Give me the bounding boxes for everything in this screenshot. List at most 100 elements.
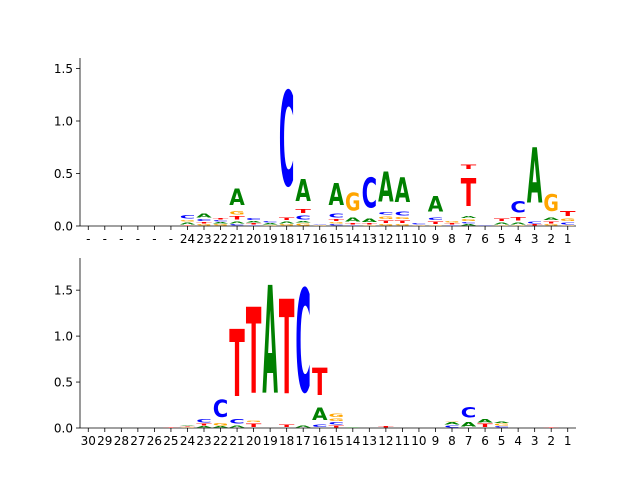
logo-panel-top: 0.00.51.01.5- - - - - -24 23 22 21 20 19 18 17 16 15 14… (54, 58, 576, 246)
x-tick-label: 10 (411, 232, 426, 246)
logo-letter-t: T (461, 172, 477, 216)
logo-letter-c: C (295, 215, 311, 221)
x-tick-label: 28 (114, 434, 129, 448)
logo-letter-t: T (543, 427, 559, 428)
x-tick-label: 23 (196, 434, 211, 448)
logo-letter-g: G (461, 219, 477, 222)
logo-letter-g: G (295, 223, 311, 226)
x-tick-label: 20 (246, 232, 261, 246)
x-tick-label: 24 (180, 434, 195, 448)
logo-letter-a: A (246, 221, 262, 223)
logo-letter-a: A (345, 427, 361, 428)
logo-letter-c: C (196, 219, 212, 222)
logo-letter-g: G (494, 225, 510, 226)
x-tick-label: 24 (180, 232, 195, 246)
x-tick-label: 18 (279, 232, 294, 246)
logo-letter-a: A (262, 255, 278, 427)
logo-letter-a: A (494, 422, 510, 424)
logo-letter-g: G (362, 225, 378, 226)
x-tick-label: 6 (481, 434, 489, 448)
x-tick-label: 19 (262, 232, 277, 246)
logo-letter-c: C (246, 225, 262, 226)
logo-letter-a: A (378, 163, 394, 211)
x-tick-label: 5 (498, 434, 506, 448)
logo-letter-a: A (395, 170, 411, 210)
y-tick-label: 1.0 (54, 330, 73, 344)
logo-letter-t: T (477, 423, 494, 428)
x-tick-label: 11 (395, 232, 410, 246)
x-tick-label: 30 (81, 434, 96, 448)
x-tick-label: 22 (213, 232, 228, 246)
logo-letter-t: T (196, 222, 212, 224)
logo-letter-t: T (345, 223, 361, 225)
x-tick-label: 16 (312, 434, 327, 448)
logo-letter-t: T (163, 427, 179, 428)
x-tick-label: 18 (279, 434, 294, 448)
x-tick-label: 17 (296, 232, 311, 246)
logo-letter-a: A (196, 213, 212, 219)
logo-letter-a: A (543, 217, 560, 221)
x-tick-label: - (169, 232, 173, 246)
logo-letter-t: T (295, 208, 312, 214)
logo-letter-a: A (295, 174, 311, 209)
logo-letter-t: T (312, 361, 328, 405)
x-tick-label: - (103, 232, 107, 246)
logo-letter-t: T (378, 220, 395, 224)
x-tick-label: 3 (531, 232, 539, 246)
x-tick-label: 8 (448, 434, 456, 448)
logo-letter-t: T (560, 209, 576, 218)
x-tick-label: - (152, 232, 156, 246)
logo-letter-g: G (494, 423, 510, 426)
logo-letter-a: A (180, 425, 196, 426)
logo-letter-t: T (279, 217, 296, 221)
x-tick-label: 1 (564, 232, 572, 246)
logo-letter-c: C (329, 224, 345, 226)
x-tick-label: 13 (362, 232, 377, 246)
x-tick-label: 9 (432, 232, 440, 246)
x-tick-label: 27 (130, 434, 145, 448)
logo-letter-c: C (444, 225, 460, 226)
logo-letter-c: C (477, 225, 493, 226)
logo-letter-t: T (461, 163, 477, 171)
logo-letter-a: A (510, 222, 526, 225)
y-tick-label: 1.5 (54, 62, 73, 76)
logo-letter-a: A (213, 426, 229, 428)
logo-letter-c: C (329, 212, 345, 218)
x-tick-label: 16 (312, 232, 327, 246)
logo-letter-t: T (428, 221, 445, 225)
x-tick-label: 7 (465, 434, 473, 448)
logo-letter-g: G (180, 220, 196, 222)
logo-letter-g: G (246, 421, 262, 423)
x-tick-label: - (86, 232, 90, 246)
logo-letter-g: G (560, 218, 576, 222)
logo-letter-g: G (213, 423, 229, 427)
logo-letter-c: C (411, 223, 427, 225)
logo-letter-t: T (246, 284, 262, 421)
x-tick-label: 3 (531, 434, 539, 448)
logo-letter-c: C (527, 221, 543, 224)
logo-letter-t: T (213, 218, 229, 220)
logo-letter-t: T (246, 223, 262, 225)
logo-letter-c: C (345, 225, 361, 226)
logo-letter-c: C (229, 418, 245, 425)
y-tick-label: 0.5 (54, 167, 73, 181)
logo-letter-t: T (229, 216, 246, 221)
logo-letter-t: T (180, 426, 196, 427)
logo-letter-c: C (213, 396, 229, 423)
logo-letter-g: G (543, 224, 559, 226)
x-tick-label: 2 (547, 232, 555, 246)
logo-letter-c: C (329, 422, 345, 426)
x-tick-label: 4 (514, 434, 522, 448)
logo-letter-c: C (295, 260, 311, 425)
x-tick-label: 23 (196, 232, 211, 246)
y-tick-label: 1.5 (54, 284, 73, 298)
x-tick-label: 26 (147, 434, 162, 448)
logo-letter-t: T (246, 423, 263, 428)
logo-letter-a: A (444, 422, 461, 425)
logo-panel-bottom: 0.00.51.01.530 29 28 27 26 25 24 23 22 21 20 19 18 17… (54, 255, 576, 448)
y-tick-label: 0.0 (54, 422, 73, 436)
logo-letter-g: G (196, 224, 212, 226)
x-tick-label: 4 (514, 232, 522, 246)
logo-letter-a: A (329, 178, 345, 213)
